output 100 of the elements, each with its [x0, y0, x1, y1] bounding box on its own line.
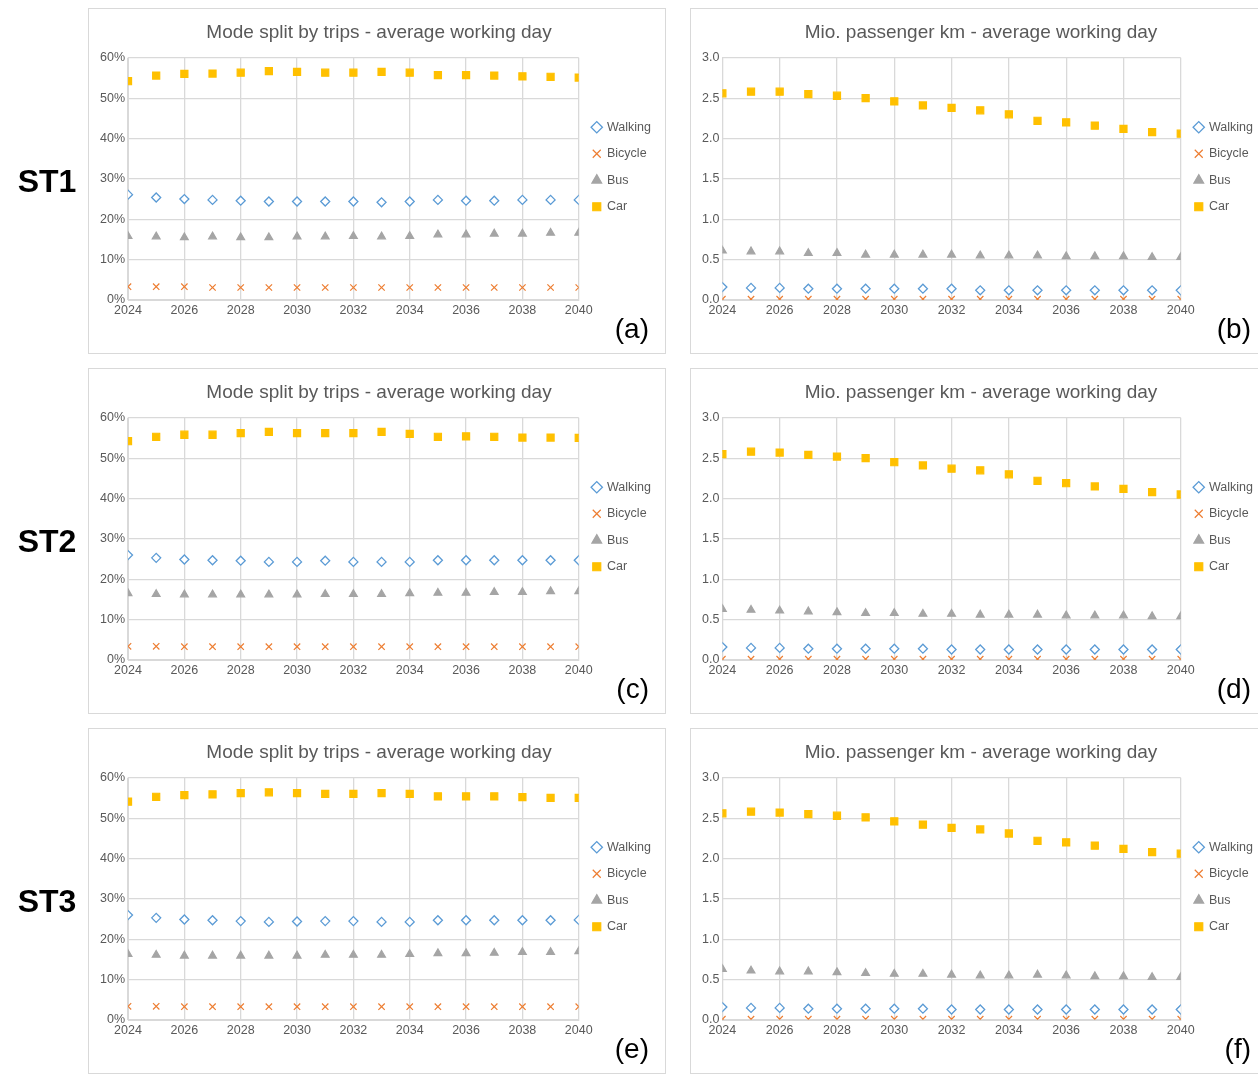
x-tick-label: 2024	[114, 1022, 142, 1037]
point	[236, 283, 245, 292]
y-tick-label: 60%	[99, 50, 126, 65]
point	[405, 949, 415, 958]
point	[803, 248, 813, 257]
point	[405, 429, 414, 439]
point	[377, 949, 387, 958]
text: (a)	[614, 313, 649, 345]
y-tick-label: 20%	[99, 571, 126, 586]
x-tick-label: 2030	[880, 302, 909, 317]
y-tick-label: 40%	[99, 130, 126, 145]
point	[1004, 609, 1014, 618]
text: ST1	[16, 162, 78, 200]
x-tick-label: 2036	[452, 1022, 481, 1037]
point	[432, 915, 444, 926]
point	[320, 555, 331, 566]
point	[1062, 479, 1071, 488]
point	[208, 283, 217, 292]
point	[1090, 610, 1100, 619]
point	[377, 283, 386, 292]
y-tick-label: 60%	[99, 770, 126, 785]
point	[489, 587, 499, 596]
point	[349, 68, 358, 77]
point	[433, 948, 443, 957]
point	[349, 429, 358, 438]
x-tick-label: 2036	[1052, 302, 1081, 317]
point	[292, 589, 302, 598]
point	[348, 589, 358, 598]
point	[1003, 644, 1015, 655]
x-tick-label: 2028	[823, 1022, 851, 1037]
legend-label: Walking	[1209, 119, 1254, 134]
point	[947, 608, 957, 617]
point	[265, 642, 273, 651]
point	[433, 792, 443, 801]
x-tick-label: 2034	[994, 662, 1023, 677]
point	[946, 644, 957, 655]
legend-label: Bicycle	[607, 506, 647, 521]
x-tick-label: 2034	[994, 1022, 1023, 1037]
point	[775, 808, 784, 817]
x-tick-label: 2030	[880, 662, 909, 677]
legend-label: Car	[1209, 559, 1230, 574]
point	[377, 231, 387, 240]
point	[832, 967, 842, 976]
point	[377, 427, 386, 437]
point	[152, 1002, 160, 1011]
x-tick-label: 2030	[283, 302, 311, 317]
x-tick-label: 2038	[508, 1022, 537, 1037]
point	[1146, 644, 1158, 655]
point	[1004, 250, 1014, 259]
point	[236, 950, 246, 959]
point	[405, 283, 414, 292]
point	[208, 69, 217, 78]
point	[917, 1003, 929, 1014]
point	[1118, 1004, 1129, 1015]
point	[946, 1004, 957, 1015]
point	[404, 556, 415, 568]
point	[861, 94, 870, 103]
point	[976, 825, 985, 834]
point	[460, 555, 472, 566]
point	[292, 429, 302, 438]
point	[1003, 285, 1015, 296]
x-tick-label: 2040	[564, 662, 593, 677]
y-tick-label: 30%	[99, 171, 126, 186]
legend-label: Bus	[1209, 532, 1231, 547]
point	[377, 589, 387, 598]
point	[321, 642, 329, 651]
point	[918, 101, 928, 110]
point	[348, 556, 359, 568]
chart-title: Mode split by trips - average working day	[206, 740, 553, 762]
point	[208, 790, 217, 799]
point	[546, 586, 556, 595]
x-tick-label: 2026	[170, 662, 199, 677]
legend-label: Car	[607, 919, 628, 934]
text: ST3	[16, 882, 78, 920]
point	[151, 912, 162, 924]
y-tick-label: 2.0	[701, 490, 720, 505]
x-tick-label: 2040	[564, 302, 593, 317]
x-tick-label: 2026	[765, 1022, 794, 1037]
point	[517, 587, 527, 596]
point	[489, 228, 499, 237]
y-tick-label: 1.0	[701, 571, 720, 586]
point	[1147, 487, 1157, 497]
point	[803, 966, 813, 975]
x-tick-label: 2038	[508, 302, 537, 317]
point	[1147, 127, 1157, 137]
point	[151, 589, 161, 598]
point	[321, 429, 330, 438]
point	[917, 643, 929, 654]
point	[208, 430, 217, 439]
point	[1062, 838, 1071, 847]
point	[1118, 644, 1129, 655]
point	[461, 948, 471, 957]
point	[377, 67, 386, 77]
x-tick-label: 2024	[114, 302, 142, 317]
text: (b)	[1216, 313, 1251, 345]
point	[774, 282, 785, 294]
text: (e)	[614, 1033, 649, 1065]
point	[976, 106, 985, 115]
point	[517, 228, 527, 237]
x-tick-label: 2024	[114, 662, 142, 677]
